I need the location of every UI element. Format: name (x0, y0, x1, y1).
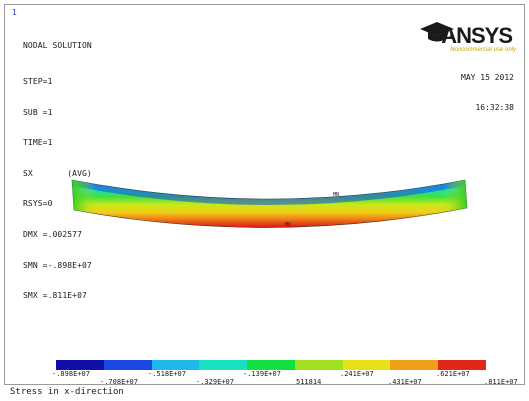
min-marker: MN (333, 192, 340, 198)
info-sub: SUB =1 (23, 107, 53, 117)
max-marker: MX (285, 222, 292, 228)
graduation-cap-icon (420, 22, 454, 42)
legend-band (438, 360, 487, 370)
info-dmx: DMX =.002577 (23, 230, 82, 240)
deformed-beam-contour (71, 179, 468, 228)
legend-tick-label: .431E+07 (388, 378, 422, 386)
logo-wordmark: ANSYS (441, 23, 513, 48)
window-number: 1 (12, 8, 17, 17)
time-text: 16:32:38 (475, 103, 514, 112)
legend-tick-label: -.329E+07 (196, 378, 234, 386)
beam-end-zones (72, 180, 467, 228)
info-smx: SMX =.811E+07 (23, 291, 87, 301)
date-text: MAY 15 2012 (461, 73, 514, 82)
info-time: TIME=1 (23, 138, 53, 148)
legend-tick-label: .811E+07 (484, 378, 518, 386)
ansys-logo: ANSYS Noncommercial use only (420, 15, 520, 53)
info-rsys: RSYS=0 (23, 199, 53, 209)
legend-tick-label: 511814 (296, 378, 322, 386)
logo-tagline: Noncommercial use only (450, 47, 516, 53)
legend-tick-label: .241E+07 (340, 370, 374, 378)
legend-band (199, 360, 248, 370)
info-smn: SMN =-.898E+07 (23, 260, 92, 270)
legend-band (151, 360, 200, 370)
legend-tick-label: .621E+07 (436, 370, 470, 378)
plot-title: NODAL SOLUTION (23, 41, 92, 51)
legend-tick-label: -.518E+07 (148, 370, 186, 378)
info-component: SX (AVG) (23, 168, 92, 178)
datetime-stamp: MAY 15 2012 16:32:38 (461, 53, 514, 133)
legend-band (247, 360, 295, 370)
info-step: STEP=1 (23, 77, 53, 87)
solution-info: NODAL SOLUTION STEP=1 SUB =1 TIME=1 SX (… (23, 21, 92, 322)
legend-band (56, 360, 104, 370)
legend-band (390, 360, 439, 370)
legend-band (294, 360, 343, 370)
legend-tick-label: -.898E+07 (52, 370, 90, 378)
legend-band (103, 360, 152, 370)
legend-ticks: -.898E+07 -.518E+07 -.139E+07 .241E+07 .… (0, 370, 529, 390)
legend-band (342, 360, 391, 370)
legend-tick-label: -.139E+07 (243, 370, 281, 378)
contour-legend-bar (56, 360, 487, 370)
plot-caption: Stress in x-direction (10, 387, 124, 397)
legend-tick-label: -.708E+07 (100, 378, 138, 386)
